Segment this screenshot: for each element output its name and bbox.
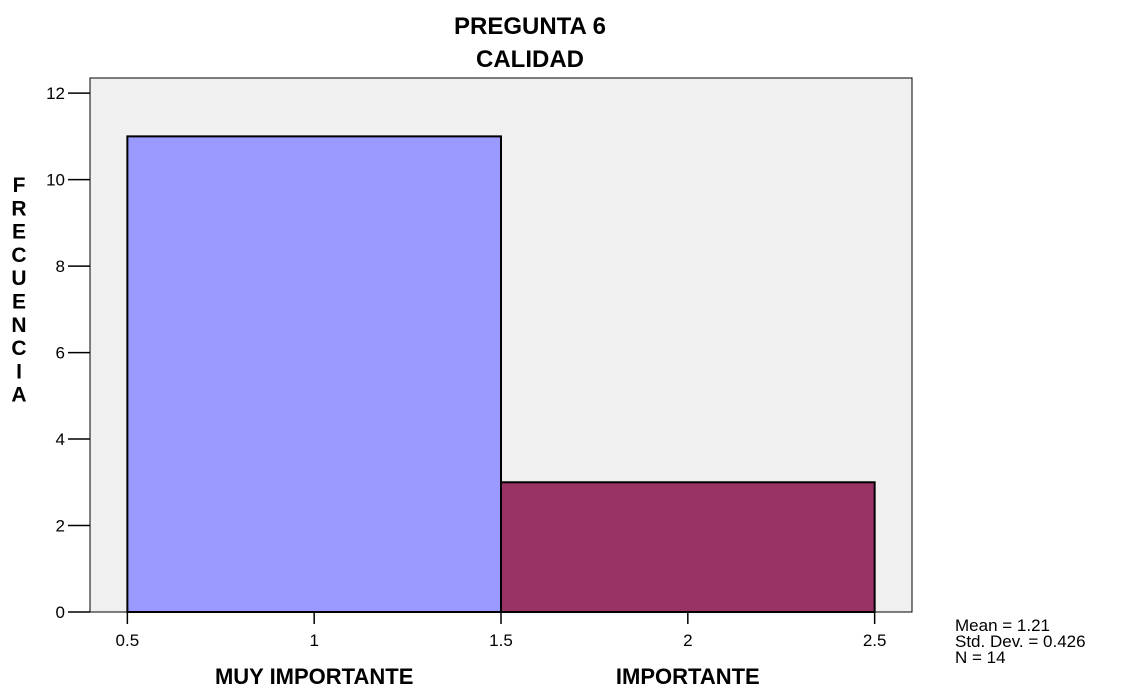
chart-title-line-2: CALIDAD: [476, 46, 584, 73]
y-tick-label: 0: [56, 603, 65, 622]
category-label-2: IMPORTANTE: [616, 664, 760, 689]
x-tick-label: 2: [683, 631, 692, 650]
y-tick-label: 8: [56, 257, 65, 276]
x-tick-label: 2.5: [863, 631, 887, 650]
stats-line-1: Mean = 1.21: [955, 616, 1050, 635]
x-tick-label: 1: [309, 631, 318, 650]
y-tick-label: 6: [56, 344, 65, 363]
category-label-1: MUY IMPORTANTE: [215, 664, 413, 689]
x-tick-label: 1.5: [489, 631, 513, 650]
x-tick-label: 0.5: [116, 631, 140, 650]
y-tick-label: 4: [56, 430, 65, 449]
x-axis: 0.5 1 1.5 2 2.5: [116, 612, 887, 650]
y-tick-label: 10: [46, 171, 65, 190]
y-axis: 0 2 4 6 8 10 12: [46, 78, 91, 622]
histogram-bar-2: [500, 481, 876, 613]
chart-title-line-1: PREGUNTA 6: [454, 13, 606, 40]
y-tick-label: 2: [56, 517, 65, 536]
bars-layer: [126, 135, 876, 613]
category-labels: MUY IMPORTANTE IMPORTANTE: [215, 664, 760, 689]
histogram-bar-1: [126, 135, 502, 613]
y-tick-label: 12: [46, 84, 65, 103]
stats-line-3: N = 14: [955, 648, 1006, 667]
stats-line-2: Std. Dev. = 0.426: [955, 632, 1086, 651]
